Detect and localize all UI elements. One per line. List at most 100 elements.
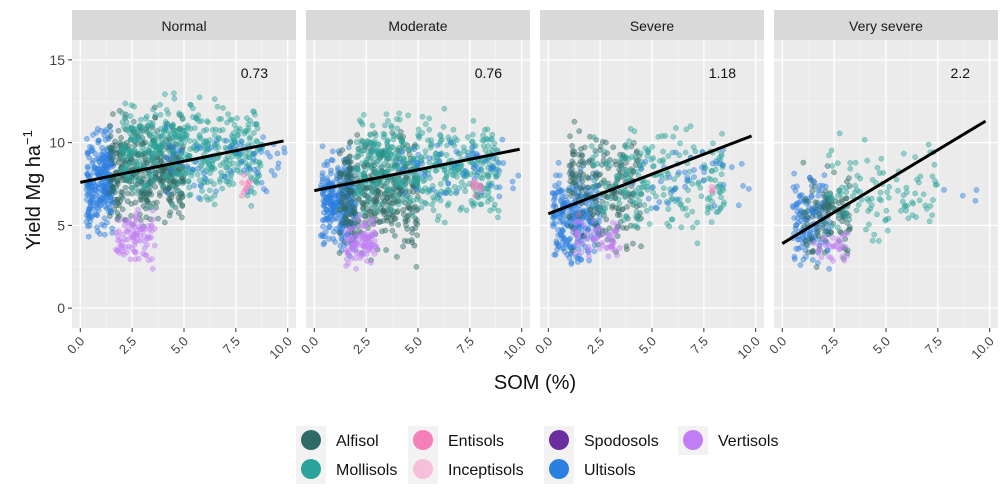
point-mollisols xyxy=(246,135,253,142)
point-ultisols xyxy=(255,169,261,176)
point-alfisol xyxy=(408,237,415,243)
point-ultisols xyxy=(797,262,804,268)
point-mollisols xyxy=(185,178,192,184)
point-vertisols xyxy=(574,239,581,245)
point-alfisol xyxy=(597,143,604,150)
point-mollisols xyxy=(643,207,650,214)
point-mollisols xyxy=(422,121,429,127)
point-mollisols xyxy=(211,132,218,139)
point-alfisol xyxy=(351,205,357,211)
point-mollisols xyxy=(250,108,257,115)
point-mollisols xyxy=(425,137,431,144)
point-alfisol xyxy=(411,242,418,249)
point-alfisol xyxy=(802,237,809,244)
point-ultisols xyxy=(221,174,228,180)
point-alfisol xyxy=(339,219,345,226)
point-mollisols xyxy=(631,223,637,229)
point-mollisols xyxy=(387,204,394,211)
point-mollisols xyxy=(227,176,234,183)
point-alfisol xyxy=(166,212,173,219)
point-mollisols xyxy=(381,180,388,187)
point-alfisol xyxy=(613,204,619,211)
point-mollisols xyxy=(708,176,714,183)
point-mollisols xyxy=(179,116,186,123)
point-mollisols xyxy=(254,138,261,145)
point-ultisols xyxy=(691,167,697,173)
point-vertisols xyxy=(145,257,152,263)
point-mollisols xyxy=(119,110,126,116)
point-mollisols xyxy=(244,115,250,121)
panel-very-severe: Very severe 0.0 2.5 5.0 7.5 10.0 2.2 xyxy=(766,10,998,362)
point-mollisols xyxy=(403,179,410,186)
point-alfisol xyxy=(336,250,343,256)
point-mollisols xyxy=(396,110,403,117)
point-mollisols xyxy=(160,132,167,139)
point-alfisol xyxy=(809,249,816,255)
point-mollisols xyxy=(665,206,672,212)
point-ultisols xyxy=(322,233,328,240)
point-mollisols xyxy=(394,125,400,132)
point-vertisols xyxy=(136,224,143,231)
point-mollisols xyxy=(721,199,727,206)
point-ultisols xyxy=(556,172,563,179)
point-mollisols xyxy=(427,175,433,181)
point-vertisols xyxy=(122,243,129,250)
point-mollisols xyxy=(176,171,183,178)
point-entisols xyxy=(247,179,253,185)
point-ultisols xyxy=(281,145,287,152)
y-tick-label: 10 xyxy=(49,135,65,151)
point-mollisols xyxy=(190,114,196,120)
point-ultisols xyxy=(329,148,336,155)
point-ultisols xyxy=(959,192,966,199)
point-alfisol xyxy=(140,176,147,183)
point-mollisols xyxy=(829,163,836,169)
point-mollisols xyxy=(484,198,491,205)
point-mollisols xyxy=(876,196,883,202)
point-ultisols xyxy=(233,142,240,149)
point-mollisols xyxy=(178,112,185,118)
point-vertisols xyxy=(133,211,140,217)
point-mollisols xyxy=(617,157,624,164)
point-mollisols xyxy=(899,198,906,205)
point-ultisols xyxy=(89,187,96,194)
point-ultisols xyxy=(326,224,332,231)
point-mollisols xyxy=(381,161,387,167)
point-alfisol xyxy=(119,194,126,201)
point-ultisols xyxy=(107,123,114,129)
point-alfisol xyxy=(176,112,183,118)
point-ultisols xyxy=(184,163,191,170)
point-ultisols xyxy=(413,186,420,193)
point-vertisols xyxy=(354,216,361,223)
point-mollisols xyxy=(698,193,705,200)
point-ultisols xyxy=(101,215,108,222)
point-mollisols xyxy=(135,177,142,184)
point-mollisols xyxy=(457,164,463,170)
point-mollisols xyxy=(234,115,240,122)
x-tick-label: 5.0 xyxy=(168,334,191,357)
point-alfisol xyxy=(571,118,578,125)
point-ultisols xyxy=(202,175,209,182)
point-mollisols xyxy=(385,117,391,124)
point-alfisol xyxy=(581,144,588,151)
point-vertisols xyxy=(842,243,849,250)
point-ultisols xyxy=(429,186,436,193)
point-mollisols xyxy=(660,157,666,163)
point-mollisols xyxy=(644,183,651,190)
point-mollisols xyxy=(697,184,704,191)
point-mollisols xyxy=(588,143,595,149)
x-tick-label: 0.0 xyxy=(766,334,789,357)
point-ultisols xyxy=(196,194,202,201)
point-mollisols xyxy=(217,176,223,183)
point-ultisols xyxy=(238,138,244,145)
point-mollisols xyxy=(885,194,892,201)
point-mollisols xyxy=(709,168,715,175)
point-mollisols xyxy=(358,151,364,158)
point-vertisols xyxy=(583,230,590,237)
point-vertisols xyxy=(601,230,608,236)
point-ultisols xyxy=(460,172,467,179)
point-mollisols xyxy=(685,197,691,204)
point-ultisols xyxy=(319,143,326,150)
point-mollisols xyxy=(855,202,862,208)
point-mollisols xyxy=(910,200,916,207)
point-ultisols xyxy=(275,164,281,171)
